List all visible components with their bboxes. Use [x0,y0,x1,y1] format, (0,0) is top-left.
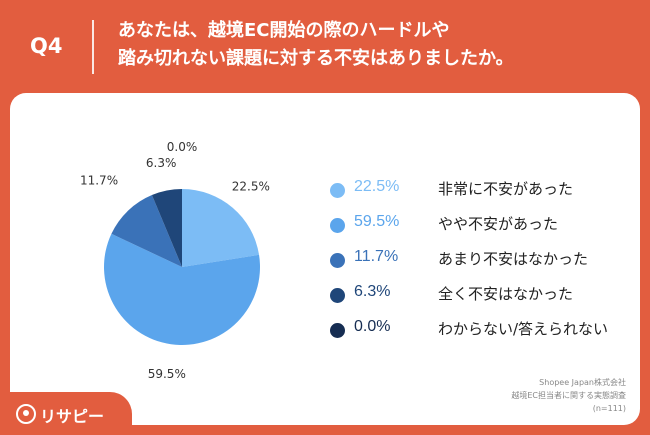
source-note: Shopee Japan株式会社 越境EC担当者に関する実態調査 (n=111) [511,376,626,415]
legend-label: やや不安があった [438,215,559,233]
legend-percent: 0.0% [354,318,391,335]
chart-card: 22.5% 59.5% 11.7% 6.3% 0.0% 22.5% 非常に不安があった 59… [10,93,640,425]
header: Q4 あなたは、越境EC開始の際のハードルや 踏み切れない課題に対する不安はあり… [0,0,650,92]
magnifier-logo-icon [16,404,36,424]
question-number: Q4 [30,34,63,58]
source-survey: 越境EC担当者に関する実態調査 [511,391,626,400]
brand-name: リサピー [40,407,105,426]
question-title-line-1: あなたは、越境EC開始の際のハードルや [118,20,450,41]
legend-swatch [330,253,345,268]
legend-swatch [330,183,345,198]
legend-label: 全く不安はなかった [438,285,574,303]
pie-label-4: 6.3% [146,156,177,170]
question-title-line-2: 踏み切れない課題に対する不安はありましたか。 [118,48,514,69]
question-title: あなたは、越境EC開始の際のハードルや 踏み切れない課題に対する不安はありました… [118,17,638,73]
source-company: Shopee Japan株式会社 [539,378,626,387]
pie-label-2: 59.5% [148,367,186,381]
pie-label-1: 22.5% [232,179,270,193]
pie-slice-4 [151,189,182,267]
legend-swatch [330,323,345,338]
pie-chart: 22.5% 59.5% 11.7% 6.3% 0.0% [80,140,270,381]
brand-badge: リサピー [0,392,132,435]
pie-slice-2 [103,233,260,345]
legend-label: 非常に不安があった [438,180,574,198]
header-divider [92,20,94,74]
legend-percent: 6.3% [354,283,391,300]
source-sample-size: (n=111) [592,404,626,413]
legend-percent: 22.5% [354,178,400,195]
pie-label-5: 0.0% [167,140,198,154]
pie-slice-1 [182,189,260,267]
legend-label: わからない/答えられない [438,320,609,338]
legend-swatch [330,218,345,233]
legend-percent: 11.7% [354,248,399,265]
pie-slice-3 [111,195,182,267]
pie-label-3: 11.7% [80,173,118,187]
legend-swatch [330,288,345,303]
legend-percent: 59.5% [354,213,400,230]
legend-label: あまり不安はなかった [438,250,589,268]
